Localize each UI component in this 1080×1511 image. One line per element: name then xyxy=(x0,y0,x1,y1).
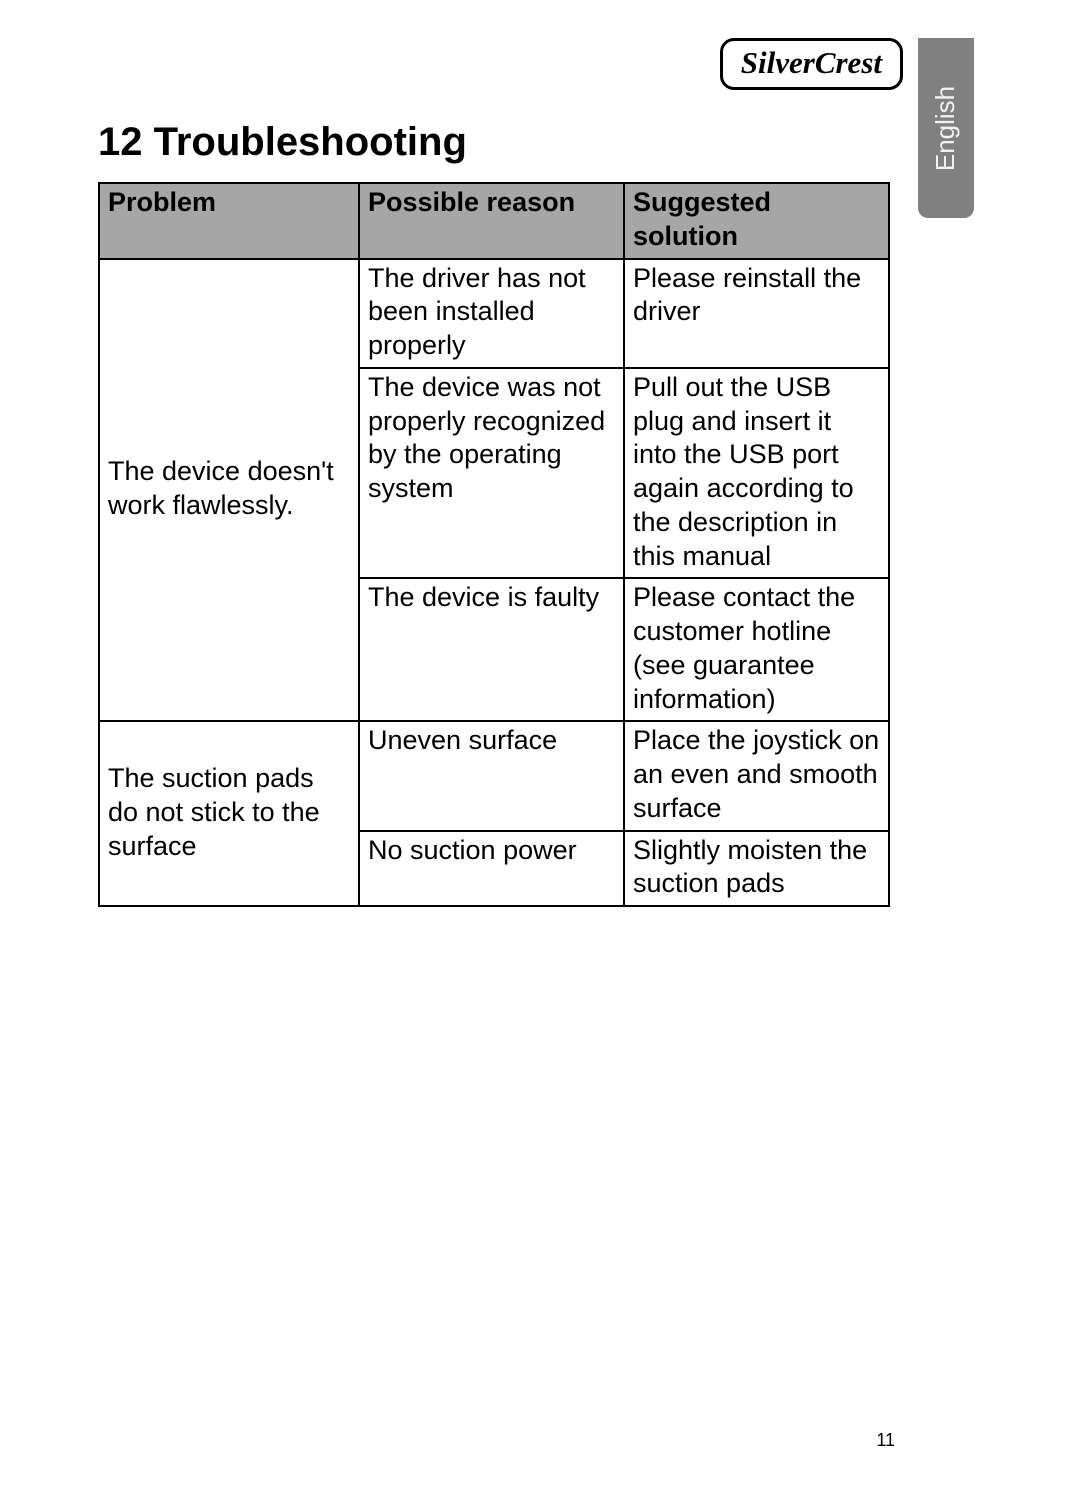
page-number: 11 xyxy=(876,1430,895,1451)
brand-logo-text: SilverCrest xyxy=(741,45,882,80)
language-tab-label: English xyxy=(931,85,962,170)
table-row: The suction pads do not stick to the sur… xyxy=(99,721,889,830)
col-solution: Suggested solution xyxy=(624,183,889,259)
cell-reason: No suction power xyxy=(359,831,624,907)
cell-reason: Uneven surface xyxy=(359,721,624,830)
table-row: The device doesn't work flawlessly. The … xyxy=(99,259,889,368)
cell-reason: The device is faulty xyxy=(359,578,624,721)
table: Problem Possible reason Suggested soluti… xyxy=(98,182,890,907)
cell-solution: Pull out the USB plug and insert it into… xyxy=(624,368,889,579)
cell-reason: The driver has not been installed proper… xyxy=(359,259,624,368)
cell-reason: The device was not properly recognized b… xyxy=(359,368,624,579)
cell-solution: Please contact the customer hotline (see… xyxy=(624,578,889,721)
cell-solution: Slightly moisten the suction pads xyxy=(624,831,889,907)
col-problem: Problem xyxy=(99,183,359,259)
cell-solution: Place the joystick on an even and smooth… xyxy=(624,721,889,830)
col-reason: Possible reason xyxy=(359,183,624,259)
troubleshooting-table: Problem Possible reason Suggested soluti… xyxy=(98,182,888,907)
cell-problem: The suction pads do not stick to the sur… xyxy=(99,721,359,906)
section-heading: 12 Troubleshooting xyxy=(98,120,467,165)
cell-solution: Please reinstall the driver xyxy=(624,259,889,368)
table-header-row: Problem Possible reason Suggested soluti… xyxy=(99,183,889,259)
cell-problem: The device doesn't work flawlessly. xyxy=(99,259,359,722)
page: SilverCrest English 12 Troubleshooting P… xyxy=(0,0,1080,1511)
brand-logo: SilverCrest xyxy=(720,38,903,90)
language-tab: English xyxy=(918,38,974,218)
